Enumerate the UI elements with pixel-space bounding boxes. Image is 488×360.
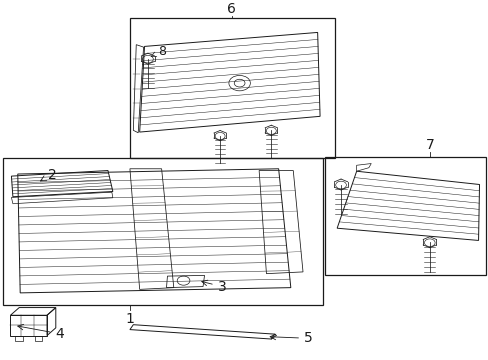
Text: 3: 3 — [202, 280, 226, 294]
Text: 1: 1 — [125, 312, 134, 326]
Text: 7: 7 — [425, 138, 433, 152]
Text: 2: 2 — [41, 168, 56, 182]
Text: 8: 8 — [151, 45, 165, 58]
Text: 5: 5 — [269, 331, 312, 345]
Text: 6: 6 — [227, 2, 236, 16]
Text: 4: 4 — [18, 324, 64, 341]
